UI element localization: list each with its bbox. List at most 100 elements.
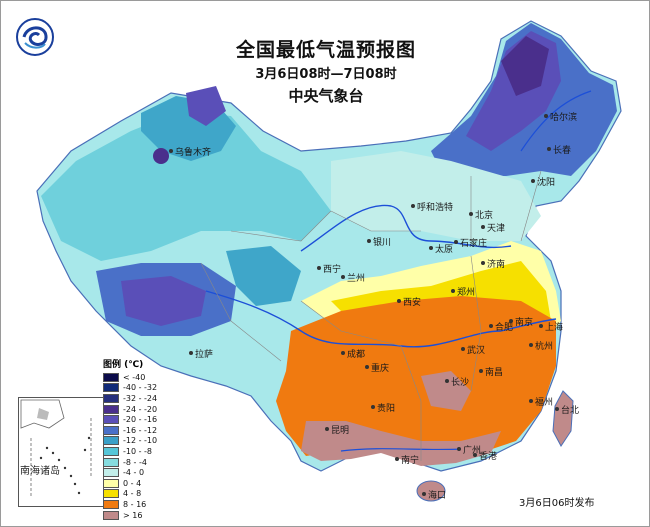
city-dot-nanchang [479,369,483,373]
city-dot-shijiazhuang [454,240,458,244]
legend-label: -8 - -4 [123,457,147,467]
city-dot-xining [317,266,321,270]
legend-swatch [103,457,119,467]
legend-swatch [103,404,119,414]
city-label-taipei: 台北 [561,406,580,416]
city-label-shanghai: 上海 [545,323,564,333]
province-borders [200,170,542,461]
city-dot-fuzhou [529,399,533,403]
city-label-hongkong: 香港 [479,452,498,462]
city-dot-beijing [469,212,473,216]
yellow-river [300,204,512,252]
city-dot-yinchuan [367,239,371,243]
cold-spot-urumqi [153,148,169,164]
city-dot-chengdu [341,351,345,355]
legend-label: -4 - 0 [123,468,145,478]
legend-item: > 16 [103,510,163,521]
city-dot-xian [397,299,401,303]
city-label-taiyuan: 太原 [435,245,454,255]
legend-label: -40 - -32 [123,383,158,393]
city-dot-zhengzhou [451,289,455,293]
legend-label: > 16 [123,510,143,520]
city-dot-shanghai [539,324,543,328]
city-label-jinan: 济南 [487,260,506,270]
city-dot-guangzhou [457,447,461,451]
legend-swatch [103,446,119,456]
city-dot-lhasa [189,351,193,355]
legend-swatch [103,499,119,509]
city-label-hohhot: 呼和浩特 [417,203,454,213]
south-china-sea-inset [18,397,104,507]
city-label-yinchuan: 银川 [373,238,392,248]
zone-qinghai [226,246,301,306]
legend-item: 0 - 4 [103,478,163,489]
zone-north-china [331,151,541,241]
city-dot-hefei [489,324,493,328]
legend-label: 8 - 16 [123,499,147,509]
city-dot-taipei [555,407,559,411]
city-label-shijiazhuang: 石家庄 [460,239,488,249]
legend-item: -20 - -16 [103,414,163,425]
zone-gt16-central [421,371,471,411]
legend-label: 4 - 8 [123,489,142,499]
legend-item: -12 - -10 [103,436,163,447]
city-dot-taiyuan [429,246,433,250]
city-label-hangzhou: 杭州 [535,342,554,352]
city-label-nanning: 南宁 [401,456,420,466]
legend-item: -16 - -12 [103,425,163,436]
city-dot-hongkong [473,453,477,457]
city-label-tianjin: 天津 [487,224,506,234]
city-label-xian: 西安 [403,298,422,308]
map-title: 全国最低气温预报图 [235,39,416,61]
city-label-zhengzhou: 郑州 [457,288,476,298]
legend-item: 8 - 16 [103,499,163,510]
legend-item: -32 - -24 [103,393,163,404]
city-dot-nanjing [509,319,513,323]
issue-time: 3月6日06时发布 [519,498,595,509]
cma-logo-icon [16,18,54,56]
legend-swatch [103,510,119,520]
city-dot-changsha [445,379,449,383]
legend-item: -24 - -20 [103,404,163,415]
city-label-chongqing: 重庆 [371,364,390,374]
legend-title: 图例 (℃) [103,360,144,370]
legend-swatch [103,436,119,446]
zone-minus8 [41,111,331,261]
legend-swatch [103,468,119,478]
legend-label: -20 - -16 [123,415,158,425]
city-dot-changchun [547,147,551,151]
hainan-island [416,480,446,502]
city-label-beijing: 北京 [475,211,494,221]
city-label-hefei: 合肥 [495,323,514,333]
legend-label: < -40 [123,372,146,382]
legend: 图例 (℃) < -40 -40 - -32 -32 - -24 -24 - -20-… [103,357,163,520]
city-dot-chongqing [365,365,369,369]
city-label-changchun: 长春 [553,146,572,156]
taiwan-island [552,390,574,447]
zone-altai [186,86,226,126]
city-label-lhasa: 拉萨 [195,350,214,360]
legend-swatch [103,372,119,382]
city-dot-nanning [395,457,399,461]
zone-tibet-core [121,276,206,326]
city-dot-hangzhou [529,343,533,347]
city-label-guiyang: 贵阳 [377,404,396,414]
legend-swatch [103,415,119,425]
city-label-nanchang: 南昌 [485,368,504,378]
city-label-guangzhou: 广州 [463,446,482,456]
legend-label: -12 - -10 [123,436,158,446]
legend-swatch [103,425,119,435]
legend-item: 4 - 8 [103,489,163,500]
city-label-lanzhou: 兰州 [347,274,366,284]
legend-item: -8 - -4 [103,457,163,468]
city-dot-shenyang [531,179,535,183]
city-label-fuzhou: 福州 [535,398,554,408]
city-label-haikou: 海口 [428,491,447,501]
legend-label: 0 - 4 [123,478,142,488]
city-label-kunming: 昆明 [331,426,350,436]
songhua-river [520,90,592,152]
pearl-river [340,448,462,452]
map-time-range: 3月6日08时—7日08时 [255,67,397,82]
city-label-xining: 西宁 [323,265,342,275]
